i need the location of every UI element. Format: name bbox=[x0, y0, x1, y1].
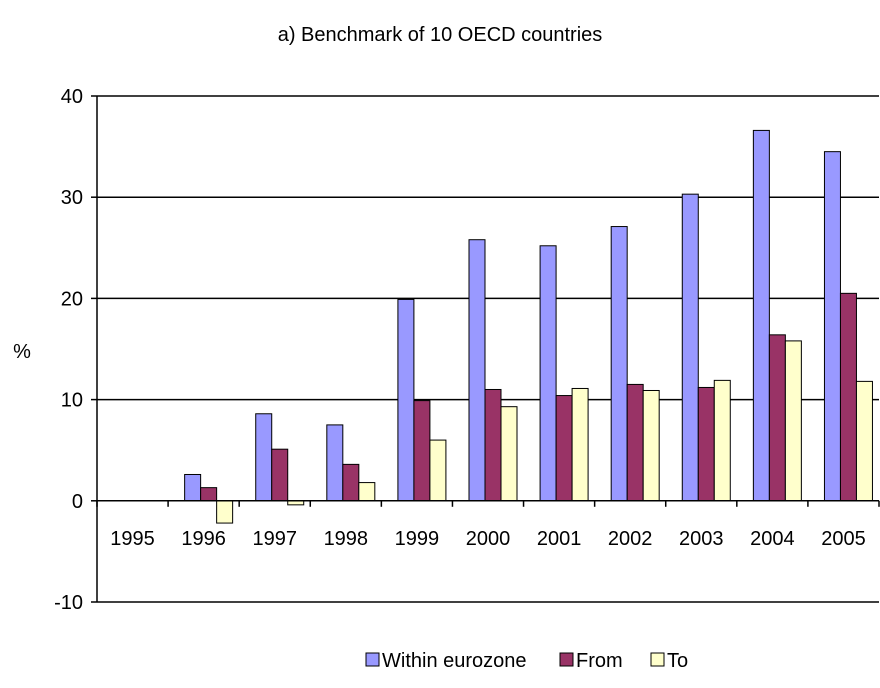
bar-within-eurozone bbox=[681, 193, 699, 502]
bar-within-eurozone bbox=[184, 473, 202, 502]
x-tick-label: 1996 bbox=[181, 528, 226, 550]
chart-title: a) Benchmark of 10 OECD countries bbox=[278, 24, 603, 46]
bar-to bbox=[784, 340, 802, 502]
bar-from bbox=[768, 334, 786, 502]
x-tick-label: 2003 bbox=[679, 528, 724, 550]
bar-to bbox=[571, 387, 589, 502]
x-tick-label: 2002 bbox=[608, 528, 653, 550]
bar-to bbox=[429, 439, 447, 502]
legend-label: Within eurozone bbox=[382, 650, 527, 672]
bar-to bbox=[358, 482, 376, 502]
bar-from bbox=[200, 487, 218, 502]
legend-swatch bbox=[650, 652, 665, 667]
y-tick-label: 40 bbox=[61, 86, 83, 108]
y-tick-label: -10 bbox=[54, 592, 83, 614]
y-axis-label: % bbox=[13, 341, 31, 363]
bar-from bbox=[484, 388, 502, 502]
gridlines bbox=[97, 95, 879, 603]
bar-within-eurozone bbox=[468, 239, 486, 502]
bar-from bbox=[413, 400, 431, 502]
bar-within-eurozone bbox=[326, 424, 344, 502]
bar-within-eurozone bbox=[823, 151, 841, 502]
y-tick-label: 10 bbox=[61, 390, 83, 412]
legend-label: From bbox=[576, 650, 623, 672]
y-tick-label: 30 bbox=[61, 187, 83, 209]
bar-from bbox=[697, 386, 715, 502]
bar-within-eurozone bbox=[397, 298, 415, 502]
bar-to bbox=[855, 380, 873, 502]
bar-within-eurozone bbox=[610, 226, 628, 502]
legend-label: To bbox=[667, 650, 688, 672]
bar-from bbox=[839, 292, 857, 502]
x-tick-label: 2005 bbox=[821, 528, 866, 550]
legend-swatch bbox=[559, 652, 574, 667]
bars bbox=[184, 129, 873, 524]
bar-from bbox=[271, 448, 289, 502]
bar-to bbox=[216, 500, 234, 524]
bar-to bbox=[713, 379, 731, 502]
bar-within-eurozone bbox=[539, 245, 557, 502]
y-tick-label: 0 bbox=[72, 491, 83, 513]
y-tick-label: 20 bbox=[61, 288, 83, 310]
bar-to bbox=[500, 406, 518, 502]
x-tick-label: 2004 bbox=[750, 528, 795, 550]
x-tick-label: 1995 bbox=[110, 528, 155, 550]
legend-swatch bbox=[365, 652, 380, 667]
axes: -10 0 10 20 30 40 1995 1996 1997 1998 1999 2000 2001… bbox=[54, 86, 880, 614]
x-tick-label: 1998 bbox=[324, 528, 369, 550]
x-tick-label: 2001 bbox=[537, 528, 582, 550]
bar-within-eurozone bbox=[255, 413, 273, 502]
x-tick-label: 1997 bbox=[252, 528, 297, 550]
bar-from bbox=[555, 395, 573, 502]
legend: Within eurozone From To bbox=[365, 650, 688, 672]
x-tick-label: 2000 bbox=[466, 528, 511, 550]
bar-to bbox=[642, 389, 660, 502]
bar-from bbox=[342, 463, 360, 502]
bar-within-eurozone bbox=[752, 129, 770, 502]
bar-from bbox=[626, 383, 644, 502]
x-tick-label: 1999 bbox=[395, 528, 440, 550]
